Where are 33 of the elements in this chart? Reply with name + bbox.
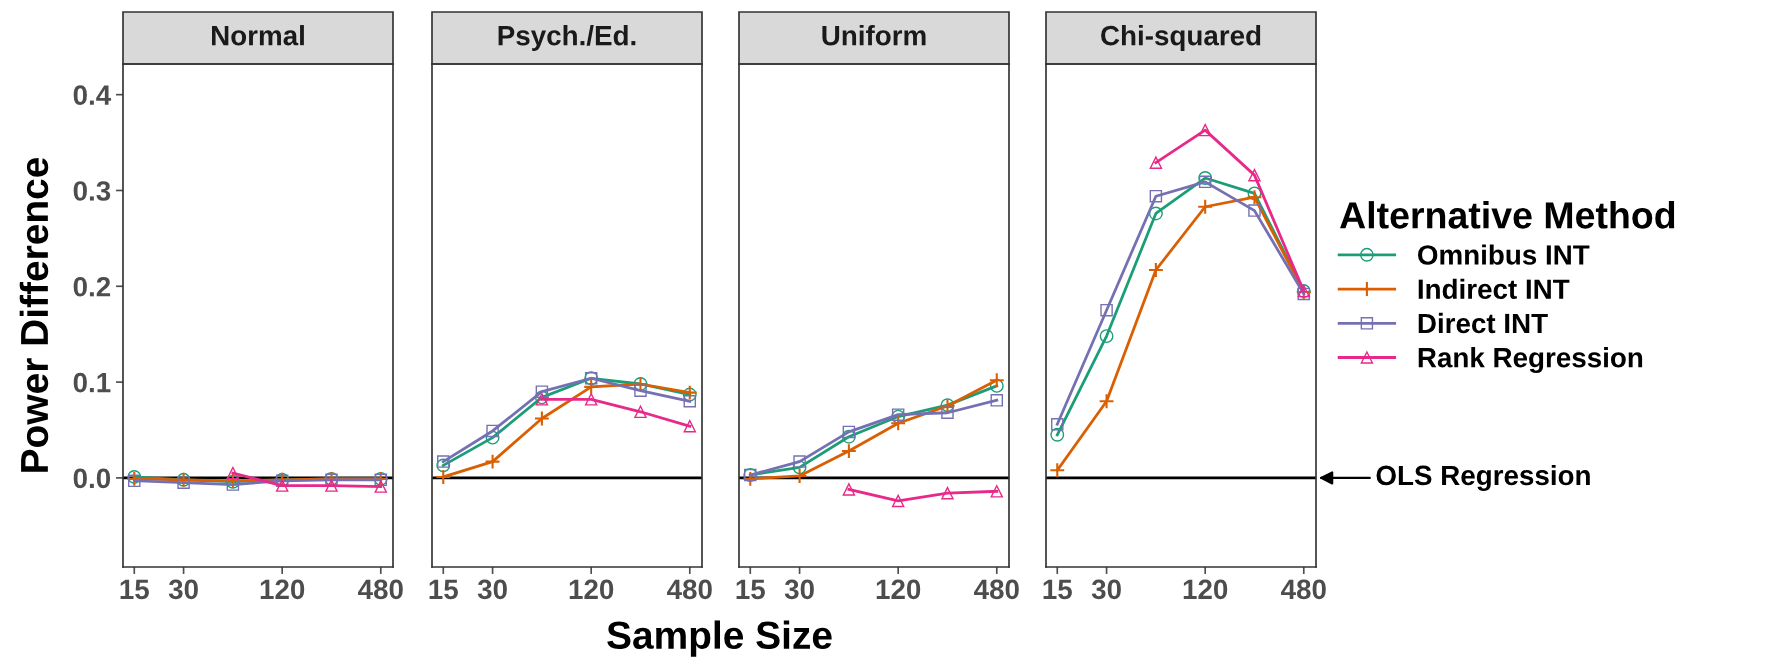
x-tick-label: 120 <box>1183 579 1228 600</box>
y-tick-label: 0.4 <box>73 85 112 105</box>
x-tick-label: 120 <box>876 579 921 600</box>
x-tick-label: 15 <box>429 579 458 600</box>
y-tick-label: 0.2 <box>73 276 111 297</box>
x-tick-label: 480 <box>1281 579 1326 600</box>
legend-label: Rank Regression <box>1418 347 1643 374</box>
y-tick-label: 0.3 <box>73 181 111 201</box>
x-tick-label: 30 <box>784 579 814 600</box>
y-axis-title: Power Difference <box>19 157 49 472</box>
x-tick-label: 30 <box>168 579 198 600</box>
y-tick-label: 0.0 <box>73 468 111 489</box>
x-tick-label: 15 <box>736 579 765 600</box>
x-tick-label: 120 <box>260 579 305 600</box>
legend-label: Indirect INT <box>1418 278 1570 300</box>
legend-label: Omnibus INT <box>1418 244 1590 265</box>
legend-label: Direct INT <box>1418 312 1548 334</box>
x-tick-label: 30 <box>1091 579 1121 600</box>
x-tick-label: 120 <box>569 579 614 600</box>
chart-title: Chi-squared <box>1101 25 1261 51</box>
y-tick-label: 0.1 <box>73 372 111 393</box>
chart-title: Normal <box>212 25 304 46</box>
x-tick-label: 15 <box>120 579 149 600</box>
x-tick-label: 480 <box>667 579 712 600</box>
chart-title: Psych./Ed. <box>498 25 636 51</box>
x-axis-title: Sample Size <box>607 620 832 657</box>
x-tick-label: 480 <box>358 579 403 600</box>
x-tick-label: 30 <box>477 579 507 600</box>
x-tick-label: 480 <box>974 579 1019 600</box>
chart-title: Uniform <box>822 25 926 46</box>
legend-title: Alternative Method <box>1340 201 1675 229</box>
x-tick-label: 15 <box>1043 579 1072 600</box>
text: OLS Regression <box>1376 464 1590 491</box>
